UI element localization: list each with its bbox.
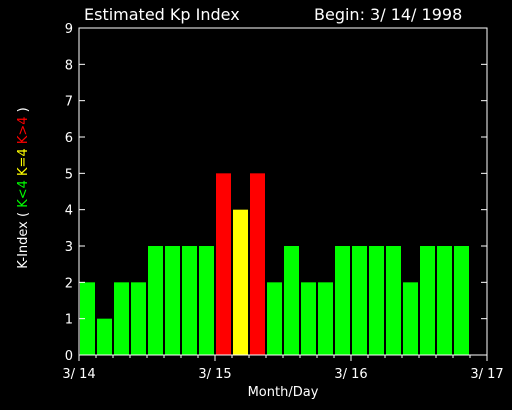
kp-bar	[420, 246, 435, 355]
y-axis-label-part: )	[16, 107, 31, 112]
kp-bar	[267, 282, 282, 355]
y-tick-label: 9	[65, 22, 73, 37]
x-tick-label: 3/ 16	[334, 367, 367, 382]
y-axis-label: K-Index ( K<4 K=4 K>4 )	[16, 107, 31, 269]
y-axis-label-part: K=4	[16, 144, 31, 176]
y-axis-label-part: K-Index (	[16, 208, 31, 269]
kp-bar	[233, 209, 248, 355]
kp-bar	[284, 246, 299, 355]
kp-bar	[301, 282, 316, 355]
kp-bar	[352, 246, 367, 355]
y-tick-label: 4	[65, 204, 73, 219]
bars-group	[80, 173, 469, 355]
kp-bar	[386, 246, 401, 355]
chart-title: Estimated Kp Index	[84, 5, 240, 24]
y-tick-label: 7	[65, 95, 73, 110]
kp-bar	[182, 246, 197, 355]
y-tick-label: 5	[65, 167, 73, 182]
kp-bar	[131, 282, 146, 355]
kp-bar	[165, 246, 180, 355]
y-axis-label-part: K>4	[16, 112, 31, 144]
kp-bar	[97, 318, 112, 355]
kp-bar	[437, 246, 452, 355]
x-axis-label: Month/Day	[248, 385, 319, 400]
y-tick-label: 6	[65, 131, 73, 146]
kp-bar	[148, 246, 163, 355]
x-tick-label: 3/ 17	[470, 367, 503, 382]
y-tick-label: 2	[65, 276, 73, 291]
y-tick-label: 0	[65, 349, 73, 364]
kp-bar	[216, 173, 231, 355]
kp-bar	[335, 246, 350, 355]
y-axis: 0 1 2 3 4 5 6 7 8 9	[65, 22, 487, 364]
kp-bar	[403, 282, 418, 355]
kp-bar	[454, 246, 469, 355]
x-tick-label: 3/ 14	[62, 367, 95, 382]
kp-bar	[318, 282, 333, 355]
x-tick-label: 3/ 15	[198, 367, 231, 382]
kp-bar	[369, 246, 384, 355]
y-tick-label: 8	[65, 58, 73, 73]
begin-date-label: Begin: 3/ 14/ 1998	[314, 5, 462, 24]
kp-bar	[80, 282, 95, 355]
kp-bar	[199, 246, 214, 355]
y-tick-label: 1	[65, 313, 73, 328]
kp-bar	[114, 282, 129, 355]
y-tick-label: 3	[65, 240, 73, 255]
y-axis-label-part: K<4	[16, 176, 31, 208]
x-axis: 3/ 14 3/ 15 3/ 16 3/ 17	[62, 355, 504, 382]
kp-bar	[250, 173, 265, 355]
